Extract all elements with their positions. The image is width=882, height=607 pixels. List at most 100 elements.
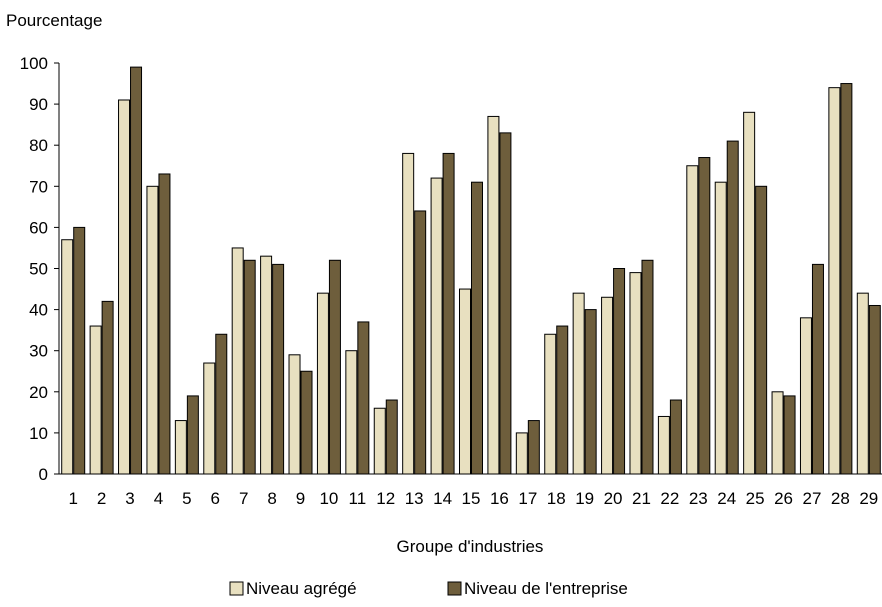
bar-series-1-4 xyxy=(146,185,159,475)
bar-series-2-25 xyxy=(755,185,768,475)
y-tick-label: 30 xyxy=(29,342,48,361)
bar-series-2-17 xyxy=(527,420,540,475)
legend-swatch-1 xyxy=(229,581,244,596)
x-tick-label: 8 xyxy=(267,489,276,508)
x-tick-label: 5 xyxy=(182,489,191,508)
bar-series-1-26 xyxy=(771,391,784,475)
bar-series-1-1 xyxy=(61,239,74,475)
bar-series-1-2 xyxy=(89,325,102,475)
x-tick-label: 10 xyxy=(319,489,338,508)
x-tick-label: 15 xyxy=(462,489,481,508)
bar-series-2-20 xyxy=(613,268,626,475)
bar-series-2-1 xyxy=(73,226,86,475)
bar-series-1-17 xyxy=(515,432,528,475)
bar-series-2-11 xyxy=(357,321,370,475)
bar-series-2-29 xyxy=(868,304,881,475)
y-tick-label: 60 xyxy=(29,218,48,237)
bar-series-2-2 xyxy=(101,300,114,475)
x-axis: 1 2 3 4 5 6 7 8 9 10 11 12 13 14 15 16 17 18 19 20 21 22 23 24 2… xyxy=(59,473,882,508)
bar-series-2-8 xyxy=(272,263,285,475)
x-tick-label: 20 xyxy=(604,489,623,508)
bar-series-2-6 xyxy=(215,333,228,475)
bar-series-2-4 xyxy=(158,173,171,475)
x-tick-label: 29 xyxy=(859,489,878,508)
x-tick-label: 18 xyxy=(547,489,566,508)
bar-series-1-13 xyxy=(402,152,415,475)
bar-series-1-24 xyxy=(714,181,727,475)
bar-series-1-25 xyxy=(743,111,756,475)
x-tick-label: 7 xyxy=(239,489,248,508)
bar-series-2-21 xyxy=(641,259,654,475)
x-tick-label: 14 xyxy=(433,489,452,508)
bar-series-1-19 xyxy=(572,292,585,475)
bar-series-2-19 xyxy=(584,309,597,475)
bar-series-1-7 xyxy=(231,247,244,475)
y-tick-label: 100 xyxy=(20,54,48,73)
bar-series-1-22 xyxy=(657,415,670,475)
bar-series-2-26 xyxy=(783,395,796,475)
y-tick-label: 90 xyxy=(29,95,48,114)
legend-swatch-2 xyxy=(447,581,462,596)
x-tick-label: 2 xyxy=(97,489,106,508)
legend: Niveau agrégé Niveau de l'entreprise xyxy=(229,579,628,598)
bar-series-1-8 xyxy=(260,255,273,475)
bar-series-1-11 xyxy=(345,350,358,475)
bar-series-2-7 xyxy=(243,259,256,475)
bar-series-1-27 xyxy=(799,317,812,475)
legend-label-1: Niveau agrégé xyxy=(246,579,357,598)
bars xyxy=(61,66,881,475)
x-tick-label: 12 xyxy=(376,489,395,508)
x-tick-label: 3 xyxy=(125,489,134,508)
x-tick-label: 11 xyxy=(349,489,367,508)
bar-series-1-10 xyxy=(316,292,329,475)
y-tick-label: 10 xyxy=(29,424,48,443)
x-tick-label: 17 xyxy=(518,489,537,508)
bar-series-2-23 xyxy=(698,157,711,475)
y-tick-label: 20 xyxy=(29,383,48,402)
x-tick-label: 19 xyxy=(575,489,594,508)
y-axis: 0 10 20 30 40 50 60 70 80 90 100 xyxy=(20,54,60,484)
bar-series-2-12 xyxy=(385,399,398,475)
bar-series-2-5 xyxy=(186,395,199,475)
bar-series-2-15 xyxy=(471,181,483,475)
x-tick-label: 24 xyxy=(717,489,736,508)
x-tick-label: 22 xyxy=(660,489,679,508)
x-tick-label: 28 xyxy=(831,489,850,508)
bar-series-2-18 xyxy=(556,325,569,475)
x-axis-title: Groupe d'industries xyxy=(397,537,544,556)
bar-series-1-18 xyxy=(544,333,557,475)
bar-series-1-21 xyxy=(629,272,642,475)
bar-series-1-15 xyxy=(459,288,471,475)
bar-series-2-3 xyxy=(130,66,143,475)
bar-series-1-5 xyxy=(174,420,187,475)
bar-series-1-14 xyxy=(430,177,443,475)
x-tick-label: 21 xyxy=(632,489,651,508)
x-tick-label: 23 xyxy=(689,489,708,508)
x-tick-label: 16 xyxy=(490,489,509,508)
x-tick-label: 25 xyxy=(746,489,765,508)
x-tick-label: 6 xyxy=(211,489,220,508)
bar-series-2-10 xyxy=(328,259,341,475)
x-tick-label: 9 xyxy=(296,489,305,508)
bar-series-1-3 xyxy=(118,99,131,475)
bar-series-2-9 xyxy=(300,370,313,475)
bar-series-2-14 xyxy=(442,152,455,475)
y-tick-label: 40 xyxy=(29,301,48,320)
bar-series-2-24 xyxy=(726,140,739,475)
y-axis-title: Pourcentage xyxy=(6,11,102,30)
bar-series-2-27 xyxy=(811,263,824,475)
x-tick-label: 4 xyxy=(154,489,163,508)
y-tick-label: 0 xyxy=(39,465,48,484)
x-tick-label: 27 xyxy=(803,489,822,508)
legend-label-2: Niveau de l'entreprise xyxy=(464,579,628,598)
y-tick-label: 50 xyxy=(29,260,48,279)
bar-series-2-16 xyxy=(499,132,512,475)
bar-series-1-9 xyxy=(288,354,301,475)
bar-series-1-6 xyxy=(203,362,216,475)
bar-series-1-29 xyxy=(856,292,869,475)
bar-series-1-23 xyxy=(686,165,699,475)
bar-series-2-13 xyxy=(414,210,427,475)
x-tick-label: 1 xyxy=(68,489,77,508)
y-tick-label: 80 xyxy=(29,136,48,155)
